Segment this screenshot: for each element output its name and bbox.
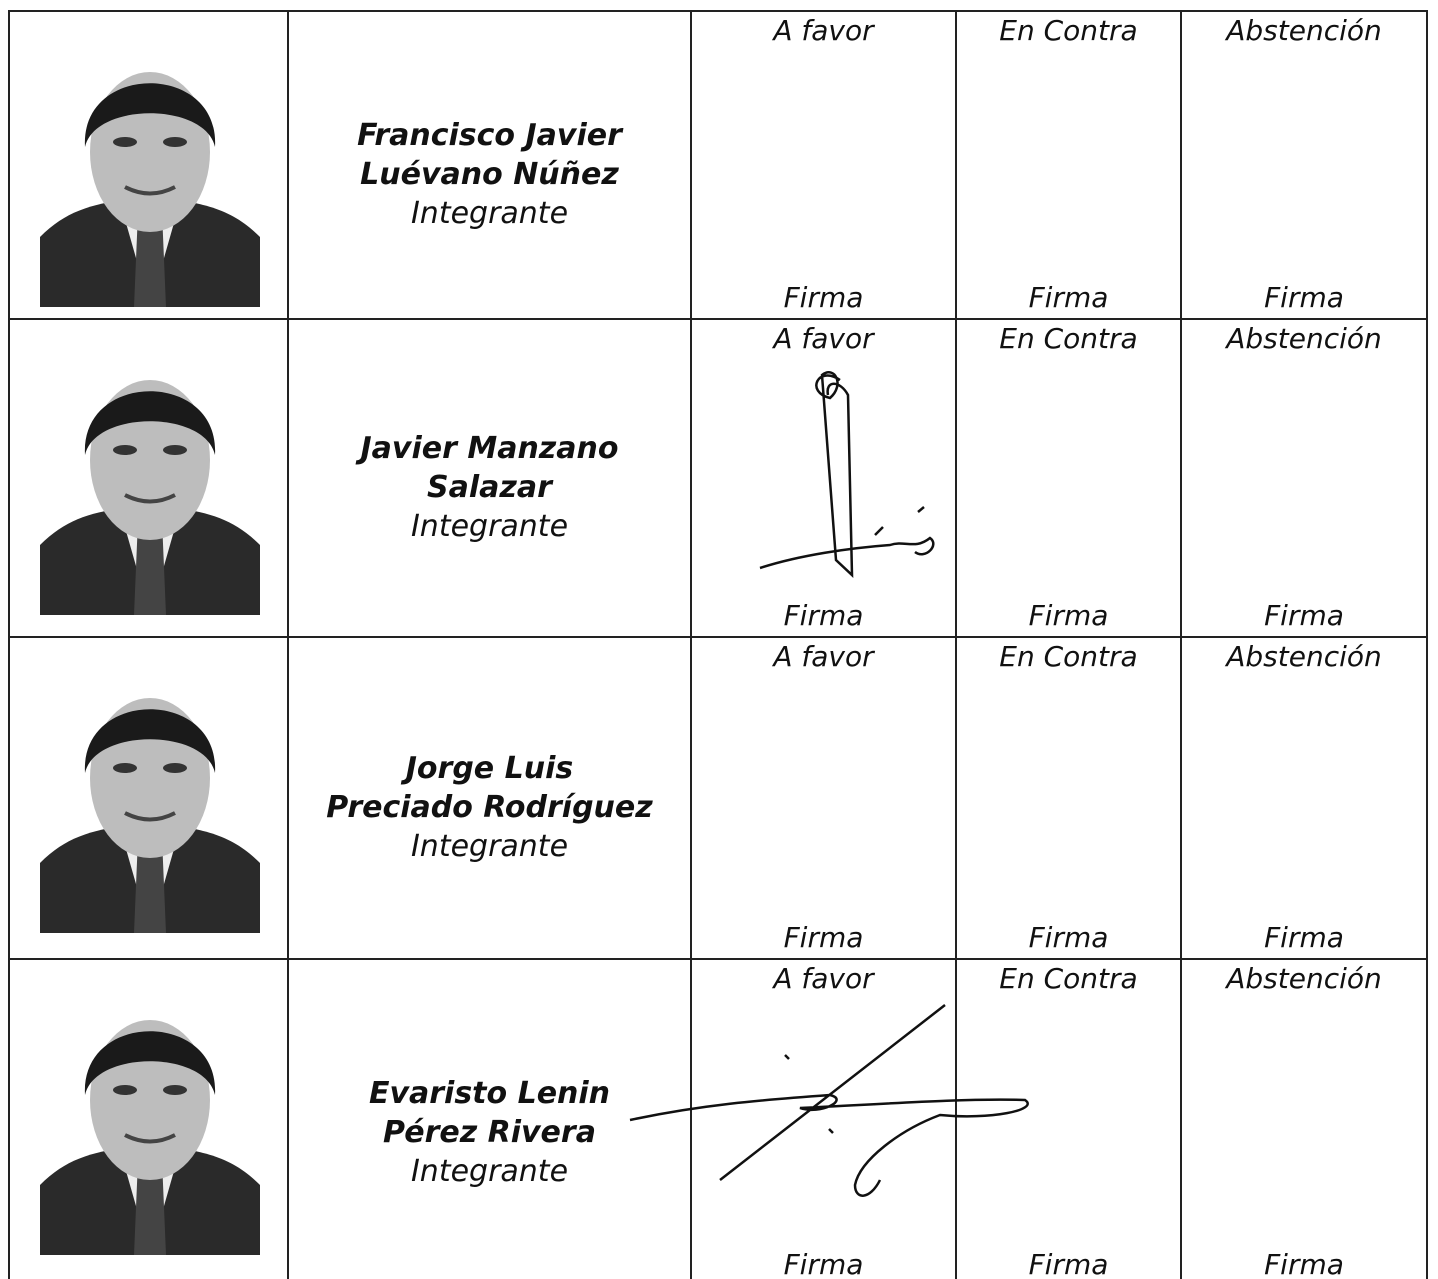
signature-label: Firma [1264, 281, 1344, 314]
portrait [40, 663, 260, 933]
portrait [40, 37, 260, 307]
member-name: Pérez Rivera [383, 1114, 596, 1150]
vote-cell: A favor Firma [690, 636, 957, 960]
signature-label: Firma [783, 921, 864, 954]
vote-cell: A favor Firma [690, 958, 957, 1279]
vote-cell: A favor Firma [690, 10, 957, 320]
signature-label: Firma [1028, 921, 1109, 954]
photo-cell [8, 318, 289, 638]
name-cell: Jorge Luis Preciado Rodríguez Integrante [287, 636, 692, 960]
vote-label: A favor [773, 640, 874, 673]
vote-cell: En Contra Firma [955, 636, 1182, 960]
signature-label: Firma [1264, 599, 1344, 632]
name-cell: Francisco Javier Luévano Núñez Integrante [287, 10, 692, 320]
signature-label: Firma [1028, 599, 1109, 632]
signature-label: Firma [783, 281, 864, 314]
signature-label: Firma [783, 599, 864, 632]
vote-label: A favor [773, 322, 874, 355]
member-role: Integrante [410, 829, 569, 864]
portrait [40, 345, 260, 615]
vote-cell: Abstención Firma [1180, 318, 1428, 638]
member-name: Salazar [427, 470, 552, 505]
member-name: Javier Manzano [360, 431, 619, 466]
member-name: Preciado Rodríguez [326, 790, 653, 825]
name-cell: Evaristo Lenin Pérez Rivera Integrante [287, 958, 692, 1279]
vote-label: A favor [773, 14, 874, 47]
photo-cell [8, 636, 289, 960]
vote-label: A favor [773, 962, 874, 995]
member-name: Evaristo Lenin [368, 1075, 611, 1111]
member-role: Integrante [410, 509, 569, 544]
member-name: Francisco Javier [357, 118, 622, 153]
vote-label: En Contra [999, 640, 1138, 673]
signature-label: Firma [1028, 281, 1109, 314]
vote-cell: A favor Firma [690, 318, 957, 638]
vote-label: Abstención [1226, 322, 1382, 355]
vote-label: En Contra [999, 14, 1138, 47]
signature-label: Firma [1264, 1248, 1344, 1279]
photo-cell [8, 10, 289, 320]
vote-cell: Abstención Firma [1180, 636, 1428, 960]
vote-label: Abstención [1226, 962, 1382, 995]
signature-label: Firma [1028, 1248, 1109, 1279]
vote-cell: En Contra Firma [955, 318, 1182, 638]
vote-cell: En Contra Firma [955, 958, 1182, 1279]
name-cell: Javier Manzano Salazar Integrante [287, 318, 692, 638]
vote-label: Abstención [1226, 14, 1382, 47]
member-name: Luévano Núñez [360, 157, 619, 192]
vote-cell: En Contra Firma [955, 10, 1182, 320]
member-name: Jorge Luis [405, 751, 574, 786]
vote-label: En Contra [999, 962, 1138, 995]
member-role: Integrante [410, 1153, 569, 1189]
portrait [40, 985, 260, 1255]
member-role: Integrante [410, 196, 569, 231]
vote-cell: Abstención Firma [1180, 958, 1428, 1279]
vote-cell: Abstención Firma [1180, 10, 1428, 320]
vote-label: Abstención [1226, 640, 1382, 673]
vote-label: En Contra [999, 322, 1138, 355]
signature-label: Firma [1264, 921, 1344, 954]
photo-cell [8, 958, 289, 1279]
signature-label: Firma [783, 1248, 864, 1279]
